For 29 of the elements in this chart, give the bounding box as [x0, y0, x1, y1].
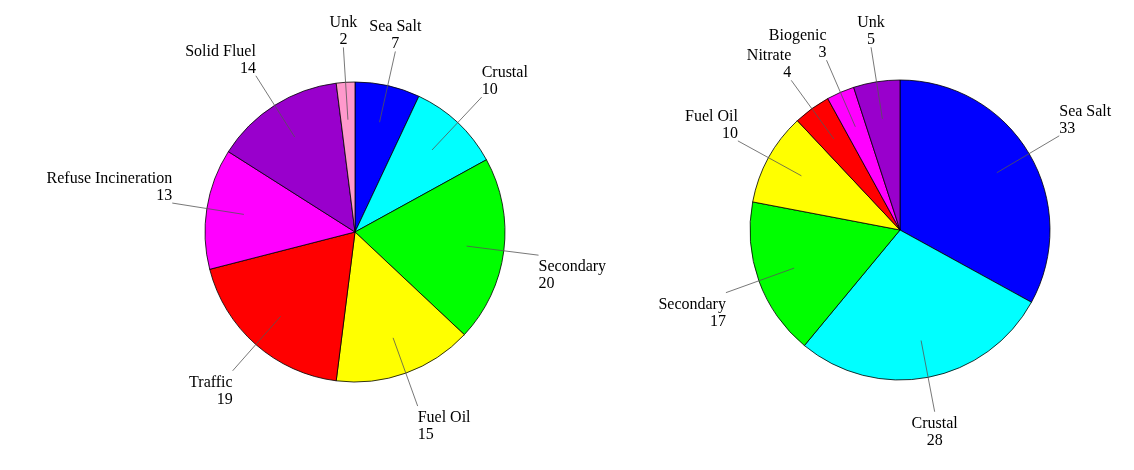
data-label: 33 [1059, 118, 1076, 136]
data-label: 13 [156, 186, 173, 204]
slice-label: Fuel Oil [417, 408, 472, 426]
data-label: 15 [417, 425, 434, 443]
data-label: 28 [926, 430, 943, 448]
data-label: 14 [239, 58, 256, 76]
data-label: 7 [391, 34, 400, 52]
slice-label: Biogenic [768, 26, 827, 45]
slice-label: Unk [857, 13, 885, 31]
slice-label: Unk [329, 13, 358, 31]
data-label: 10 [721, 123, 738, 141]
slice-label: Secondary [658, 294, 726, 313]
slice-label: Solid Fluel [185, 41, 257, 59]
slice-label: Refuse Incineration [46, 169, 173, 187]
slice-label: Crustal [481, 63, 529, 81]
data-label: 10 [481, 80, 498, 98]
data-label: 2 [339, 30, 348, 48]
data-label: 20 [538, 274, 555, 292]
data-label: 19 [216, 389, 233, 407]
slice-label: Fuel Oil [684, 106, 739, 124]
slice-label: Crustal [911, 413, 959, 431]
slice-label: Traffic [189, 372, 233, 390]
data-label: 3 [818, 43, 827, 61]
slice-label: Secondary [538, 257, 607, 276]
slice-label: Nitrate [746, 46, 792, 64]
slice-label: Sea Salt [1059, 101, 1112, 119]
data-label: 5 [867, 30, 876, 48]
slice-label: Sea Salt [369, 17, 422, 35]
data-label: 4 [783, 63, 792, 81]
